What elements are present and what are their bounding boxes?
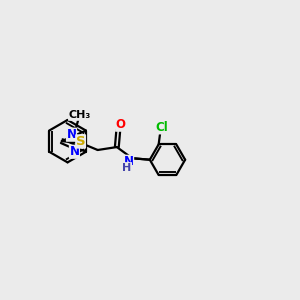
Text: O: O	[116, 118, 126, 131]
Text: CH₃: CH₃	[69, 110, 91, 120]
Text: N: N	[67, 128, 76, 141]
Text: N: N	[69, 145, 80, 158]
Text: N: N	[124, 155, 134, 168]
Text: Cl: Cl	[155, 121, 168, 134]
Text: H: H	[122, 163, 131, 173]
Text: S: S	[76, 135, 86, 148]
